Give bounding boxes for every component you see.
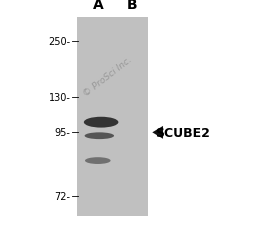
Text: B: B	[126, 0, 137, 12]
Ellipse shape	[84, 117, 118, 128]
Ellipse shape	[84, 133, 114, 140]
Text: 130-: 130-	[49, 93, 70, 103]
Text: A: A	[93, 0, 104, 12]
Text: 95-: 95-	[55, 128, 70, 138]
Polygon shape	[152, 126, 163, 139]
Ellipse shape	[85, 158, 111, 164]
Text: 72-: 72-	[55, 191, 70, 201]
Text: © ProSci Inc.: © ProSci Inc.	[82, 55, 133, 98]
Text: 250-: 250-	[48, 37, 70, 47]
Text: SCUBE2: SCUBE2	[155, 126, 210, 139]
Bar	[77, 18, 148, 216]
